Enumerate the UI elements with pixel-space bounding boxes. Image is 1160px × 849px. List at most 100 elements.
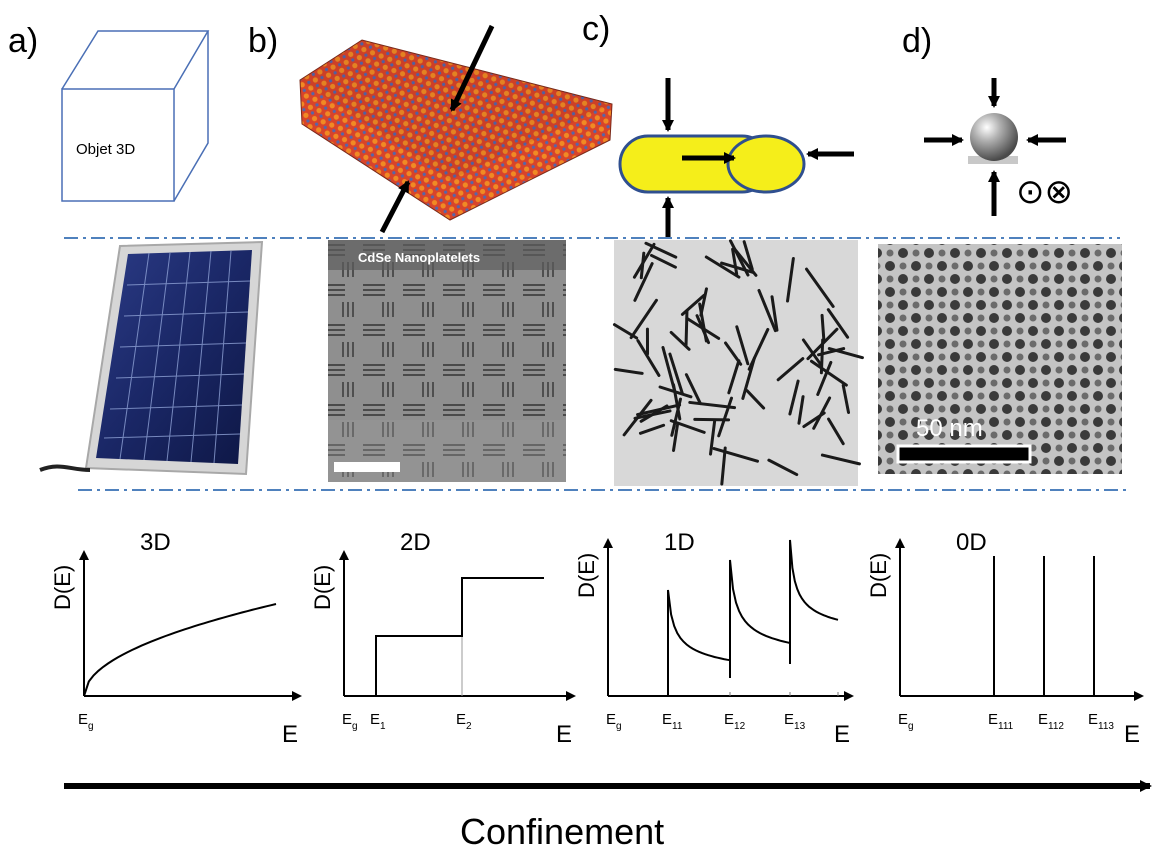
- dos-curve: [667, 539, 839, 696]
- nanorod-particle: [801, 338, 822, 366]
- nanorod-particle: [638, 423, 666, 435]
- arrow-platelet-bottom: [379, 180, 411, 234]
- tick-label: E11: [662, 711, 683, 732]
- nanorod-particle: [826, 308, 850, 339]
- panel-label-d: d): [902, 22, 932, 60]
- nanorod-particle: [745, 389, 766, 410]
- nanorod-particle: [644, 241, 678, 259]
- nanorod-particle: [685, 316, 721, 340]
- y-axis-label: D(E): [50, 565, 75, 610]
- tick-label: E1: [370, 711, 386, 732]
- nanorod-particle: [816, 360, 833, 397]
- y-axis-label: D(E): [866, 553, 891, 598]
- panel-label-a: a): [8, 22, 38, 60]
- nanorod-particle: [639, 251, 646, 280]
- nanorod-particle: [668, 352, 684, 395]
- nanorod-particle: [776, 357, 805, 382]
- nanorod-particle: [629, 298, 658, 340]
- nanorod-particle: [805, 267, 835, 308]
- nanorod-particle: [672, 423, 679, 452]
- nanorod-particle: [636, 339, 661, 377]
- nanorod-particle: [802, 411, 826, 428]
- x-axis-label: E: [834, 721, 850, 748]
- tick-label: E13: [784, 711, 806, 732]
- nanorod-particle: [680, 293, 706, 316]
- nanorod-particle: [670, 397, 682, 437]
- nanorod-particle: [724, 341, 743, 366]
- tick-label: E12: [724, 711, 746, 732]
- nanorod-particle: [731, 247, 739, 276]
- nanorod-particle: [709, 419, 717, 456]
- nanorod-particle: [613, 367, 644, 375]
- cube-3d-object: [61, 30, 210, 202]
- tick-label: Eg: [78, 711, 94, 732]
- dos-plot-1d: D(E) 1D E Eg E11 E12 E13: [574, 529, 854, 748]
- nanorod-particle: [757, 288, 777, 333]
- nanorod-particle: [633, 262, 654, 302]
- tick-label: E112: [1038, 711, 1064, 732]
- nanorod-particle: [684, 309, 689, 347]
- nanorod-particle: [650, 253, 677, 269]
- nanorod-particle: [806, 327, 839, 361]
- dos-plot-title: 0D: [956, 529, 987, 556]
- quantum-dot-micrograph: [878, 244, 1122, 474]
- nanorod-particle: [786, 257, 795, 303]
- nanorod-particle: [797, 395, 805, 425]
- nanoplatelet-lattice: [299, 39, 613, 221]
- nanorod-particle: [788, 379, 800, 416]
- x-axis-label: E: [282, 721, 298, 748]
- y-axis-label: D(E): [574, 553, 599, 598]
- nanorod-particle: [717, 396, 733, 438]
- nanorod-micrograph: [612, 239, 864, 486]
- y-axis-label: D(E): [310, 565, 335, 610]
- nanorod-particle: [770, 295, 779, 332]
- nanorod-particle: [684, 373, 702, 406]
- in-out-plane-symbols: ⊙⊗: [1016, 173, 1073, 211]
- nanorod-particle: [767, 458, 799, 477]
- tick-label: E2: [456, 711, 472, 732]
- arrow-platelet-top: [449, 24, 495, 112]
- nanorod-particle: [698, 302, 708, 343]
- nanorod-particle: [704, 255, 741, 279]
- nanorod-particle: [820, 313, 826, 342]
- dos-curve: [83, 603, 277, 697]
- nanorod-particle: [809, 359, 848, 387]
- nanorod-particle: [742, 240, 754, 271]
- micrograph-title: CdSe Nanoplatelets: [358, 250, 480, 265]
- nanorod-particle: [727, 359, 741, 395]
- cube-label: Objet 3D: [76, 141, 135, 158]
- tick-label: Eg: [606, 711, 622, 732]
- tick-label: Eg: [898, 711, 914, 732]
- dos-plot-title: 2D: [400, 529, 431, 556]
- x-axis-label: E: [1124, 721, 1140, 748]
- nanorod-particle: [728, 239, 750, 277]
- dos-curve: [375, 577, 544, 696]
- nanorod-particle: [720, 446, 727, 486]
- scale-bar-label: 50 nm: [916, 415, 983, 442]
- x-axis-label: E: [556, 721, 572, 748]
- dos-plot-2d: D(E) 2D E Eg E1 E2: [310, 529, 576, 748]
- tick-label: E111: [988, 711, 1014, 732]
- tick-label: Eg: [342, 711, 358, 732]
- dos-plot-title: 3D: [140, 529, 171, 556]
- dos-plot-0d: D(E) 0D E Eg E111 E112 E113: [866, 529, 1144, 748]
- nanorod-particle: [741, 356, 756, 400]
- nanorod-particle: [658, 385, 693, 399]
- nanorod-particle: [827, 417, 845, 446]
- solar-panel-image: [39, 240, 264, 476]
- panel-label-b: b): [248, 22, 278, 60]
- confinement-label: Confinement: [460, 811, 664, 849]
- nanoplatelet-micrograph: [328, 240, 566, 482]
- nanorod-particle: [820, 453, 861, 466]
- quantum-dot-sphere: [968, 113, 1018, 164]
- nanorod-particle: [841, 383, 851, 414]
- nanorod-particle: [639, 404, 669, 423]
- dos-plots: D(E) 3D E Eg D(E) 2D E Eg E1 E2 D(E) 1D E Eg E11 E12 E13…: [50, 529, 1144, 748]
- nanorod-particle: [732, 246, 758, 277]
- dos-plot-title: 1D: [664, 529, 695, 556]
- panel-label-c: c): [582, 10, 610, 48]
- nanorod-particle: [661, 345, 677, 393]
- nanorod-particle: [720, 261, 755, 274]
- dos-plot-3d: D(E) 3D E Eg: [50, 529, 302, 748]
